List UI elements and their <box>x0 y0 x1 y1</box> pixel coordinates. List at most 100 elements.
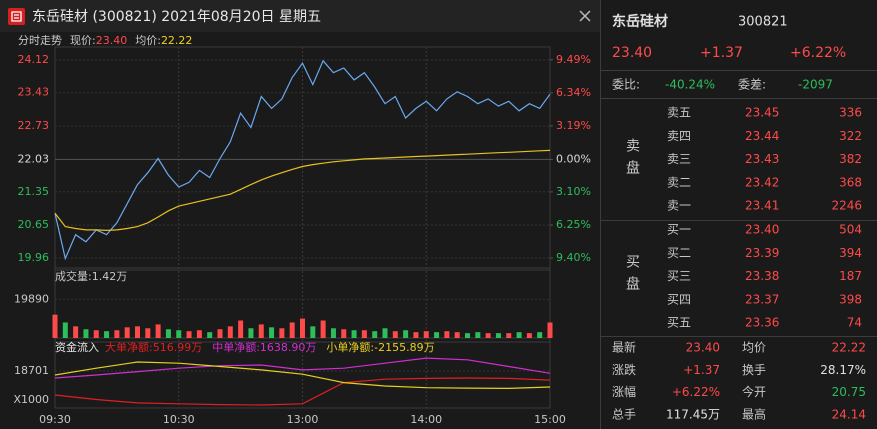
y-tick-label: 19890 <box>14 292 49 305</box>
cell: 卖五 <box>667 106 691 120</box>
x-tick-label: 13:00 <box>287 413 319 426</box>
x-tick-label: 10:30 <box>163 413 195 426</box>
series-line <box>54 357 551 379</box>
cell: 23.44 <box>745 129 779 143</box>
cell: 最高 <box>742 406 766 421</box>
volume-bar <box>403 330 409 338</box>
volume-bar <box>124 327 130 338</box>
y2-tick-label: 9.49% <box>556 53 591 66</box>
volume-bar <box>62 322 68 338</box>
volume-bar <box>258 324 264 338</box>
volume-bar <box>227 326 233 338</box>
cell: 23.45 <box>745 106 779 120</box>
volume-bar <box>269 327 275 338</box>
legend-entry: 大单净额:516.99万 <box>105 340 202 354</box>
volume-bar <box>165 329 171 338</box>
volume-bar <box>392 331 398 338</box>
chart-title: 成交量:1.42万 <box>55 269 127 283</box>
volume-bar <box>217 329 223 338</box>
close-button[interactable] <box>579 10 591 22</box>
volume-bar <box>186 331 192 338</box>
volume-bar <box>547 322 553 338</box>
cell: 368 <box>839 175 862 189</box>
cell: 均价 <box>742 341 766 355</box>
cell: 买四 <box>667 292 691 306</box>
cell: 今开 <box>742 384 766 399</box>
y2-tick-label: 3.19% <box>556 119 591 132</box>
header-item: 23.40 <box>96 34 128 47</box>
cell: 换手 <box>742 363 766 377</box>
title-bar <box>0 0 600 32</box>
cell: 336 <box>839 106 862 120</box>
code: 300821 <box>738 15 788 30</box>
cell: 394 <box>839 246 862 260</box>
cell: 74 <box>847 316 862 330</box>
charts: 09:30 10:30 13:00 14:00 15:00 24.12 23.43 22.73… <box>13 34 590 426</box>
unit-label: X1000 <box>13 393 49 406</box>
series-line <box>54 377 551 406</box>
cell: 23.40 <box>686 341 720 355</box>
chart-title: 资金流入 <box>55 340 99 354</box>
volume-bar <box>372 331 378 338</box>
cell: 涨幅 <box>612 384 636 399</box>
series-line <box>54 149 551 232</box>
buy-label: 买盘 <box>624 254 640 298</box>
volume-bar <box>361 330 367 338</box>
volume-bar <box>248 328 254 338</box>
cell: 24.14 <box>832 407 866 421</box>
volume-bar <box>454 332 460 338</box>
cell: 23.37 <box>745 292 779 306</box>
volume-bar <box>73 326 79 338</box>
y2-tick-label: 3.10% <box>556 185 591 198</box>
y2-tick-label: 0.00% <box>556 152 591 165</box>
volume-bar <box>83 329 89 338</box>
cell: 28.17% <box>820 363 866 377</box>
volume-bar <box>145 328 151 338</box>
cell: 卖四 <box>667 129 691 143</box>
cell: 23.43 <box>745 152 779 166</box>
y-tick-label: 23.43 <box>18 86 50 99</box>
volume-bar <box>104 331 110 338</box>
cell: 23.42 <box>745 175 779 189</box>
cell: 117.45万 <box>666 407 720 421</box>
volume-bar <box>320 320 326 338</box>
cell: +1.37 <box>683 363 720 377</box>
y-tick-label: 20.65 <box>18 218 50 231</box>
y-tick-label: 19.96 <box>18 251 50 264</box>
cell: 买三 <box>667 269 691 283</box>
cell: 23.40 <box>745 223 779 237</box>
volume-bar <box>279 328 285 338</box>
y2-tick-label: 6.34% <box>556 86 591 99</box>
volume-bar <box>52 314 58 338</box>
volume-bar <box>465 333 470 338</box>
y-tick-label: 21.35 <box>18 185 50 198</box>
header-item: 22.22 <box>161 34 193 47</box>
series-line <box>54 59 551 261</box>
cell: 卖三 <box>667 152 691 166</box>
cell: +6.22% <box>672 385 720 399</box>
volume-bar <box>506 333 512 338</box>
header-item: 现价: <box>70 34 96 47</box>
diff: -2097 <box>798 78 833 92</box>
cell: 382 <box>839 152 862 166</box>
quote-panel: 东岳硅材 300821 23.40 +1.37 +6.22% 委比: -40.24% 委差: -… <box>601 0 877 421</box>
volume-bar <box>330 328 336 338</box>
volume-bar <box>444 331 450 338</box>
volume-bar <box>537 332 543 338</box>
change: +1.37 <box>700 45 743 61</box>
ratio-label: 委比: <box>612 78 640 92</box>
cell: 涨跌 <box>612 362 636 377</box>
header-item: 均价: <box>135 34 161 47</box>
volume-bar <box>526 333 532 338</box>
chart-title: 分时走势 <box>18 34 62 47</box>
volume-bar <box>485 333 491 338</box>
cell: 买二 <box>667 246 691 260</box>
volume-bar <box>207 332 213 338</box>
volume-bar <box>341 329 347 338</box>
cell: 2246 <box>831 199 862 213</box>
y-tick-label: 18701 <box>14 364 49 377</box>
volume-bar <box>434 332 440 338</box>
volume-bar <box>114 330 120 338</box>
cell: 23.41 <box>745 199 779 213</box>
